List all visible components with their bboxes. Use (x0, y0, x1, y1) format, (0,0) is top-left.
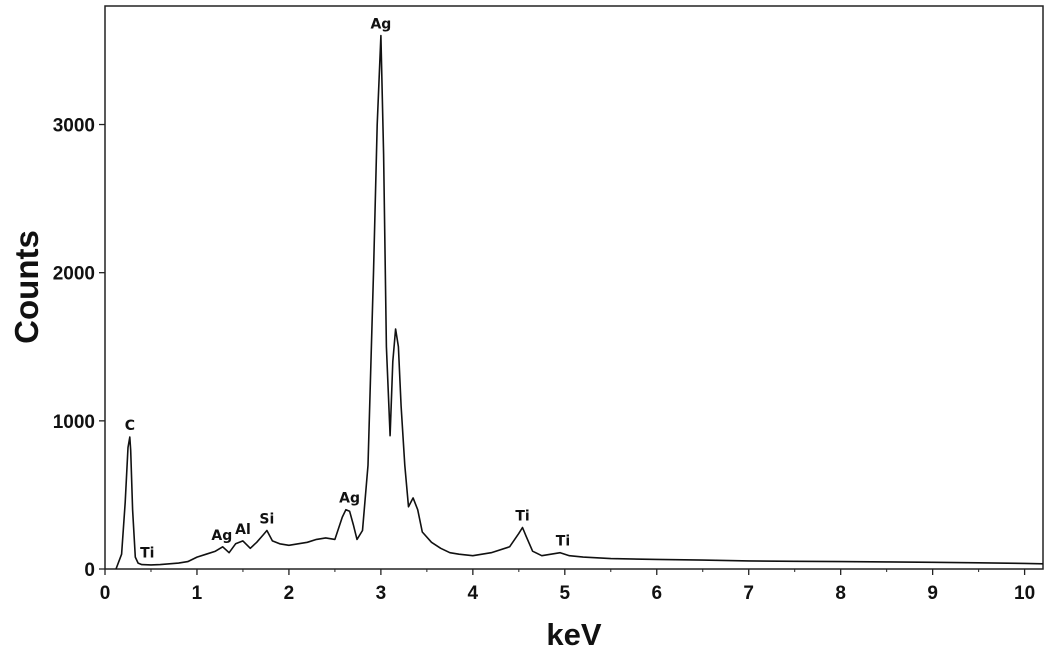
x-axis-title: keV (546, 617, 601, 652)
plot-frame (104, 5, 1044, 570)
peak-label-ag: Ag (211, 528, 232, 544)
y-tick-label: 0 (84, 560, 95, 581)
y-tick-label: 3000 (53, 116, 95, 137)
y-axis-title: Counts (8, 230, 45, 344)
tick-labels: 0 1 2 3 4 5 6 7 8 9 10 0 1000 2000 3000 (53, 116, 1035, 604)
axis-ticks (99, 123, 1026, 575)
x-tick-label: 8 (835, 583, 846, 604)
peak-label-si: Si (259, 511, 274, 527)
peak-label-ti: Ti (515, 509, 529, 525)
x-tick-label: 9 (927, 583, 938, 604)
x-tick-label: 3 (376, 583, 387, 604)
peak-label-ti: Ti (140, 546, 154, 562)
x-tick-label: 2 (284, 583, 295, 604)
peak-label-c: C (125, 418, 135, 434)
x-tick-label: 1 (192, 583, 203, 604)
y-tick-label: 1000 (53, 412, 95, 433)
y-tick-label: 2000 (53, 264, 95, 285)
x-tick-label: 6 (651, 583, 662, 604)
peak-label-ti: Ti (556, 534, 570, 550)
x-tick-label: 4 (468, 583, 479, 604)
peak-label-ag: Ag (339, 491, 360, 507)
peak-label-al: Al (235, 522, 251, 538)
x-tick-label: 7 (743, 583, 754, 604)
x-tick-label: 5 (560, 583, 571, 604)
spectrum-line (115, 34, 1044, 570)
x-tick-label: 0 (100, 583, 111, 604)
x-tick-label: 10 (1014, 583, 1035, 604)
peak-label-ag: Ag (370, 17, 391, 33)
